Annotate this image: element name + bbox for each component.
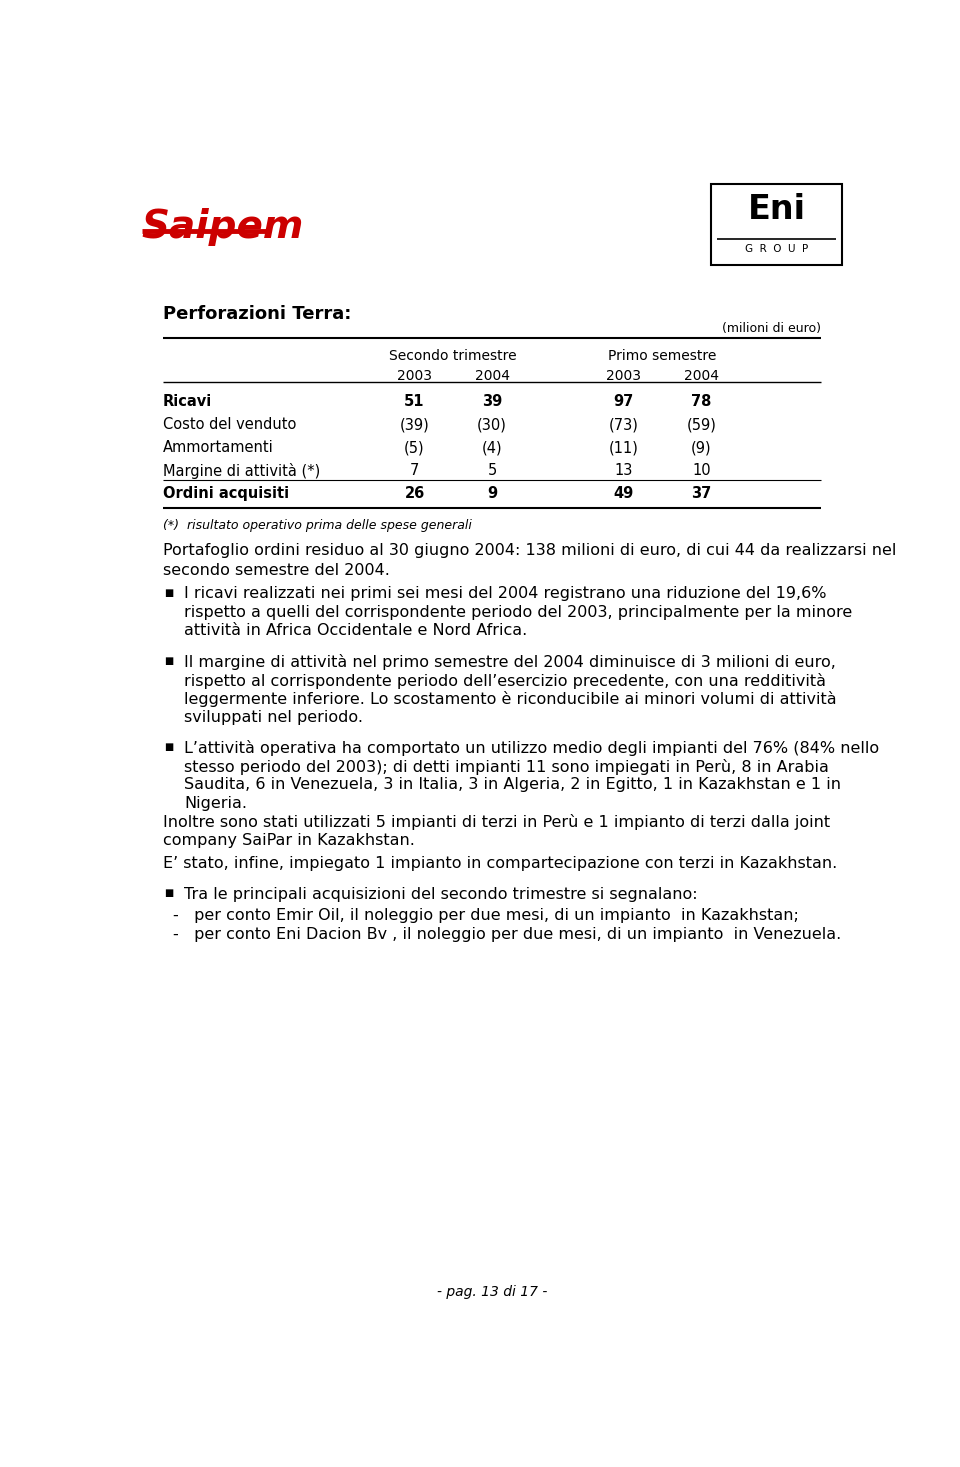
Text: secondo semestre del 2004.: secondo semestre del 2004. [162,563,390,578]
Text: sviluppati nel periodo.: sviluppati nel periodo. [184,710,363,725]
Text: stesso periodo del 2003); di detti impianti 11 sono impiegati in Perù, 8 in Arab: stesso periodo del 2003); di detti impia… [184,758,829,775]
Text: 13: 13 [614,464,633,478]
Text: ■: ■ [164,588,174,599]
Text: Saipem: Saipem [142,208,304,246]
Bar [710,183,842,264]
Text: (milioni di euro): (milioni di euro) [722,323,822,336]
Text: 2003: 2003 [607,368,641,383]
Text: 5: 5 [488,464,496,478]
Text: 78: 78 [691,395,711,409]
Text: company SaiPar in Kazakhstan.: company SaiPar in Kazakhstan. [162,833,415,848]
Text: -   per conto Eni Dacion Bv , il noleggio per due mesi, di un impianto  in Venez: - per conto Eni Dacion Bv , il noleggio … [174,927,842,942]
Text: 39: 39 [482,395,502,409]
Text: 49: 49 [613,487,634,502]
Text: Inoltre sono stati utilizzati 5 impianti di terzi in Perù e 1 impianto di terzi : Inoltre sono stati utilizzati 5 impianti… [162,814,829,830]
Text: (73): (73) [609,417,638,433]
Text: (4): (4) [482,440,502,455]
Text: Secondo trimestre: Secondo trimestre [390,349,517,362]
Text: (30): (30) [477,417,507,433]
Text: Tra le principali acquisizioni del secondo trimestre si segnalano:: Tra le principali acquisizioni del secon… [184,886,698,902]
Text: Costo del venduto: Costo del venduto [162,417,296,433]
Text: ■: ■ [164,889,174,898]
Text: leggermente inferiore. Lo scostamento è riconducibile ai minori volumi di attivi: leggermente inferiore. Lo scostamento è … [184,691,837,707]
Text: L’attività operativa ha comportato un utilizzo medio degli impianti del 76% (84%: L’attività operativa ha comportato un ut… [184,741,879,757]
Text: 97: 97 [613,395,634,409]
Text: 9: 9 [487,487,497,502]
Text: Nigeria.: Nigeria. [184,797,248,811]
Text: Margine di attività (*): Margine di attività (*) [162,464,320,480]
Text: attività in Africa Occidentale e Nord Africa.: attività in Africa Occidentale e Nord Af… [184,623,528,638]
Text: Primo semestre: Primo semestre [609,349,717,362]
Text: (11): (11) [609,440,638,455]
Text: Eni: Eni [748,194,805,226]
Text: Portafoglio ordini residuo al 30 giugno 2004: 138 milioni di euro, di cui 44 da : Portafoglio ordini residuo al 30 giugno … [162,543,896,559]
Text: 26: 26 [404,487,424,502]
Text: 2004: 2004 [474,368,510,383]
Text: 51: 51 [404,395,424,409]
Text: (9): (9) [691,440,711,455]
Text: 37: 37 [691,487,711,502]
Text: G  R  O  U  P: G R O U P [745,244,808,254]
Text: 2004: 2004 [684,368,719,383]
Text: Perforazioni Terra:: Perforazioni Terra: [162,305,351,323]
Text: I ricavi realizzati nei primi sei mesi del 2004 registrano una riduzione del 19,: I ricavi realizzati nei primi sei mesi d… [184,587,827,601]
Text: Ricavi: Ricavi [162,395,212,409]
Text: (39): (39) [399,417,429,433]
Text: ■: ■ [164,656,174,666]
Text: 2003: 2003 [397,368,432,383]
Text: rispetto al corrispondente periodo dell’esercizio precedente, con una redditivit: rispetto al corrispondente periodo dell’… [184,673,827,688]
Text: 7: 7 [410,464,420,478]
Text: (59): (59) [686,417,716,433]
Text: - pag. 13 di 17 -: - pag. 13 di 17 - [437,1285,547,1298]
Text: 10: 10 [692,464,710,478]
Text: Ordini acquisiti: Ordini acquisiti [162,487,289,502]
Text: (5): (5) [404,440,425,455]
Text: Il margine di attività nel primo semestre del 2004 diminuisce di 3 milioni di eu: Il margine di attività nel primo semestr… [184,654,836,670]
Text: Saudita, 6 in Venezuela, 3 in Italia, 3 in Algeria, 2 in Egitto, 1 in Kazakhstan: Saudita, 6 in Venezuela, 3 in Italia, 3 … [184,778,841,792]
Text: (*)  risultato operativo prima delle spese generali: (*) risultato operativo prima delle spes… [162,519,471,531]
Text: rispetto a quelli del corrispondente periodo del 2003, principalmente per la min: rispetto a quelli del corrispondente per… [184,604,852,621]
Text: -   per conto Emir Oil, il noleggio per due mesi, di un impianto  in Kazakhstan;: - per conto Emir Oil, il noleggio per du… [174,908,800,923]
Text: E’ stato, infine, impiegato 1 impianto in compartecipazione con terzi in Kazakhs: E’ stato, infine, impiegato 1 impianto i… [162,855,837,871]
Text: ■: ■ [164,742,174,753]
Text: Ammortamenti: Ammortamenti [162,440,274,455]
